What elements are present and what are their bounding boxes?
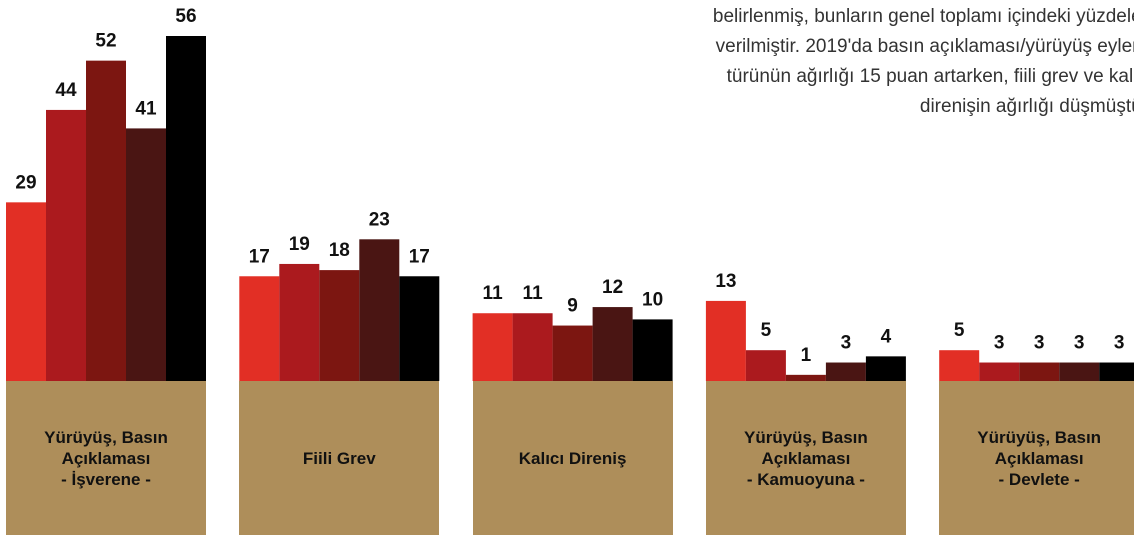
value-label: 12 [602,277,623,298]
category-label: Yürüyüş, Basın Açıklaması - İşverene - [6,381,206,535]
category-label: Fiili Grev [239,381,440,535]
value-label: 19 [289,234,310,255]
value-label: 1 [801,345,812,366]
bar [472,313,513,381]
bar [6,202,46,381]
bar [512,313,553,381]
bar [939,350,980,381]
bar [1019,362,1060,381]
value-label: 3 [841,333,852,354]
bar [865,356,906,381]
bar [979,362,1020,381]
bar [166,36,206,381]
annotation-line: türünün ağırlığı 15 puan artarken, fiili… [726,66,1134,87]
value-label: 3 [1114,333,1125,354]
bar [86,60,126,382]
value-label: 23 [369,209,390,230]
bar [46,109,86,381]
value-label: 17 [409,246,430,267]
bar [279,263,320,381]
value-label: 18 [329,240,350,261]
value-label: 4 [881,326,892,347]
annotation-line: belirlenmiş, bunların genel toplamı için… [712,6,1134,27]
value-label: 13 [715,271,736,292]
value-label: 3 [1034,333,1045,354]
bar [592,307,633,381]
value-label: 11 [523,283,544,304]
annotation: belirlenmiş, bunların genel toplamı için… [528,2,1134,122]
bar [552,325,593,381]
bar [399,276,440,381]
bar [239,276,280,381]
value-label: 17 [249,246,270,267]
bar [785,374,826,381]
bar [1059,362,1100,381]
bar [359,239,400,381]
bar [1099,362,1134,381]
category-label: Kalıcı Direniş [472,381,673,535]
bar [705,300,746,381]
value-label: 52 [95,31,116,52]
bar [825,362,866,381]
category-label: Yürüyüş, Basın Açıklaması - Kamuoyuna - [705,381,906,535]
value-label: 5 [761,320,772,341]
bar [319,270,360,381]
value-label: 56 [175,6,196,27]
bar [126,128,166,381]
value-label: 10 [642,289,663,310]
value-label: 11 [483,283,504,304]
value-label: 44 [55,80,77,101]
annotation-line: verilmiştir. 2019'da basın açıklaması/yü… [715,36,1134,57]
value-label: 3 [994,333,1005,354]
value-label: 29 [15,172,36,193]
value-label: 41 [135,98,157,119]
bar [632,319,673,381]
bar [745,350,786,381]
category-label: Yürüyüş, Basın Açıklaması - Devlete - [939,381,1134,535]
value-label: 3 [1074,333,1085,354]
value-label: 5 [954,320,965,341]
value-label: 9 [567,296,578,317]
annotation-line: direnişin ağırlığı düşmüştür [919,96,1134,117]
